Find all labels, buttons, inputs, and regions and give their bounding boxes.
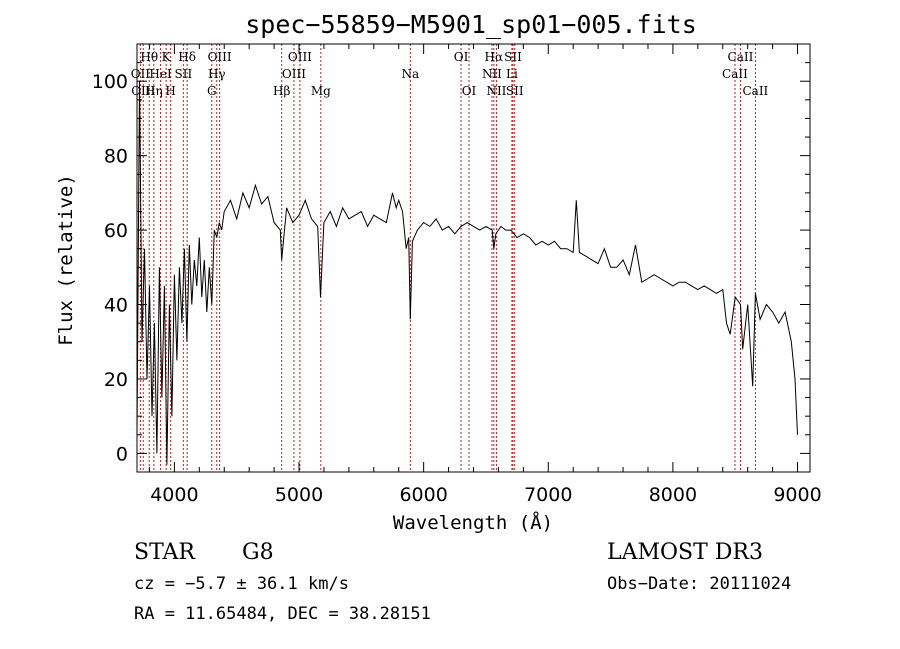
observation-date: Obs−Date: 20111024 [607, 574, 791, 594]
line-label-13: OIII [282, 67, 306, 81]
y-axis-title: Flux (relative) [55, 174, 77, 346]
line-label-0: OII [131, 67, 151, 81]
line-label-14: OIII [288, 50, 312, 64]
object-class: STAR [134, 540, 196, 565]
line-label-10: Hγ [208, 67, 226, 81]
line-label-23: SII [504, 50, 522, 64]
x-tick-labels: 4000 5000 6000 7000 8000 9000 [150, 484, 822, 506]
line-label-27: CaII [742, 84, 768, 98]
y-tick-labels: 0 20 40 60 80 100 [92, 71, 128, 465]
y-tick-label-5: 100 [92, 71, 128, 93]
line-label-8: Hδ [178, 50, 196, 64]
x-tick-label-5: 9000 [773, 484, 821, 506]
survey-name: LAMOST DR3 [607, 540, 763, 565]
line-label-17: OI [454, 50, 469, 64]
line-label-5: K [162, 50, 172, 64]
plot-frame [136, 43, 811, 473]
object-subclass: G8 [242, 540, 274, 565]
line-label-25: CaII [722, 67, 748, 81]
y-tick-label-2: 40 [104, 295, 128, 317]
y-tick-label-3: 60 [104, 220, 128, 242]
line-label-11: OIII [208, 50, 232, 64]
y-tick-label-1: 20 [104, 369, 128, 391]
line-label-2: Hθ [140, 50, 158, 64]
line-label-21: NII [486, 84, 506, 98]
line-label-18: OI [462, 84, 477, 98]
spectral-line-markers [139, 44, 756, 472]
line-label-4: HeI [149, 67, 172, 81]
redshift-cz: cz = −5.7 ± 36.1 km/s [134, 574, 349, 594]
line-label-19: NII [482, 67, 502, 81]
line-label-3: Hη [145, 84, 163, 98]
spectral-line-labels: OIIOIIIHθHηHeIKHSIIHδGHγOIIIHβOIIIOIIIMg… [131, 50, 769, 98]
line-label-26: CaII [728, 50, 754, 64]
x-tick-label-4: 8000 [649, 484, 697, 506]
axis-ticks [137, 43, 810, 473]
x-tick-label-1: 5000 [275, 484, 323, 506]
line-label-12: Hβ [273, 84, 290, 98]
line-label-9: G [207, 84, 217, 98]
y-tick-label-4: 80 [104, 146, 128, 168]
line-label-7: SII [175, 67, 193, 81]
line-label-6: H [165, 84, 175, 98]
chart-title: spec−55859−M5901_sp01−005.fits [245, 10, 697, 39]
x-tick-label-0: 4000 [150, 484, 198, 506]
y-tick-label-0: 0 [116, 443, 128, 465]
line-label-20: Hα [485, 50, 504, 64]
line-label-22: Li [506, 67, 518, 81]
line-label-24: SII [506, 84, 524, 98]
x-tick-label-3: 7000 [524, 484, 572, 506]
x-axis-title: Wavelength (Å) [393, 511, 553, 534]
line-label-16: Na [401, 67, 419, 81]
spectrum-series-line [136, 81, 798, 465]
line-label-15: Mg [311, 84, 331, 98]
sky-coordinates: RA = 11.65484, DEC = 38.28151 [134, 604, 431, 624]
x-tick-label-2: 6000 [399, 484, 447, 506]
